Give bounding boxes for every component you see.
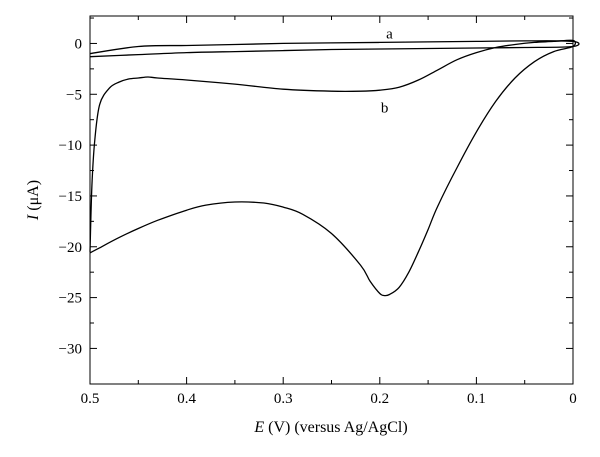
x-tick-label: 0.4 — [177, 391, 196, 407]
y-axis-title: I (μA) — [25, 180, 42, 221]
x-tick-label: 0.5 — [81, 391, 100, 407]
curve-labels: ab — [381, 26, 393, 116]
x-axis-symbol: E — [253, 419, 264, 436]
y-tick-label: −30 — [59, 341, 82, 357]
curve-label-a: a — [386, 26, 393, 42]
y-tick-label: −10 — [59, 138, 82, 154]
y-axis-symbol: I — [25, 214, 42, 221]
x-axis-title: E (V) (versus Ag/AgCl) — [253, 419, 407, 436]
curves — [89, 39, 580, 297]
x-tick-label: 0.3 — [274, 391, 293, 407]
y-tick-label: −15 — [59, 189, 82, 205]
curve-label-b: b — [381, 100, 389, 116]
curve-b — [89, 39, 577, 297]
x-tick-label: 0.2 — [370, 391, 389, 407]
y-tick-label: −20 — [59, 240, 82, 256]
plot-frame — [89, 15, 574, 385]
x-axis: 0.5 0.4 0.3 0.2 0.1 0 — [81, 16, 577, 407]
y-axis: 0 −5 −10 −15 −20 −25 −30 — [59, 17, 573, 357]
x-axis-unit: (V) (versus Ag/AgCl) — [264, 419, 408, 436]
y-tick-label: −25 — [59, 291, 82, 307]
x-tick-label: 0 — [569, 391, 577, 407]
y-tick-label: 0 — [75, 36, 83, 52]
x-tick-label: 0.1 — [467, 391, 486, 407]
y-axis-unit: (μA) — [25, 180, 42, 215]
curve-a — [89, 40, 580, 58]
y-tick-label: −5 — [66, 87, 82, 103]
